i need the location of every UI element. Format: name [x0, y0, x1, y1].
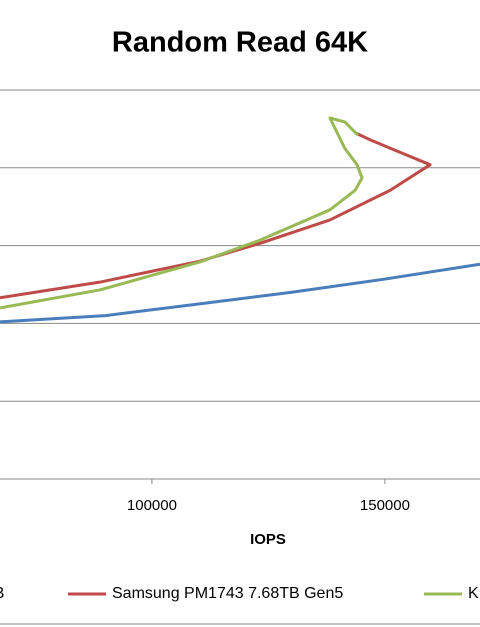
series-line [0, 116, 364, 310]
x-axis-label: IOPS [250, 531, 286, 548]
legend-label: K [468, 585, 479, 602]
legend-label: TB [0, 585, 4, 602]
x-tick-label: 150000 [360, 497, 410, 514]
series-line [0, 262, 480, 324]
plot-area [0, 116, 480, 324]
series-line [0, 131, 432, 300]
x-tick-label: 100000 [127, 497, 177, 514]
legend-label: Samsung PM1743 7.68TB Gen5 [112, 585, 343, 602]
chart-title: Random Read 64K [112, 27, 368, 59]
